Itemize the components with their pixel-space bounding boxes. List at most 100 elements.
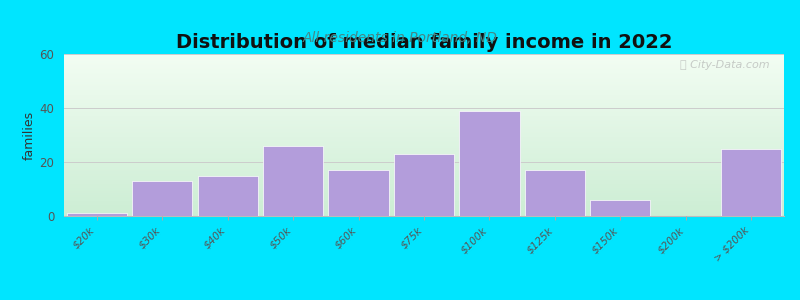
Title: Distribution of median family income in 2022: Distribution of median family income in … xyxy=(176,33,672,52)
Bar xyxy=(64,118,784,119)
Bar xyxy=(64,63,784,64)
Bar xyxy=(64,202,784,203)
Bar xyxy=(525,170,585,216)
Bar xyxy=(64,146,784,147)
Bar xyxy=(64,193,784,194)
Bar xyxy=(64,120,784,121)
Bar xyxy=(66,213,127,216)
Bar xyxy=(64,113,784,114)
Bar xyxy=(64,177,784,178)
Text: All residents in Portland, ND: All residents in Portland, ND xyxy=(302,32,498,46)
Bar xyxy=(64,201,784,202)
Bar xyxy=(64,212,784,213)
Bar xyxy=(64,67,784,68)
Bar xyxy=(64,133,784,134)
Bar xyxy=(64,111,784,112)
Bar xyxy=(64,165,784,166)
Bar xyxy=(721,148,782,216)
Bar xyxy=(64,77,784,78)
Bar xyxy=(64,122,784,123)
Bar xyxy=(64,83,784,84)
Bar xyxy=(64,61,784,62)
Bar xyxy=(64,81,784,82)
Bar xyxy=(64,182,784,183)
Bar xyxy=(64,156,784,157)
Bar xyxy=(64,215,784,216)
Bar xyxy=(132,181,192,216)
Bar xyxy=(64,151,784,152)
Bar xyxy=(263,146,323,216)
Bar xyxy=(64,155,784,156)
Bar xyxy=(394,154,454,216)
Bar xyxy=(64,145,784,146)
Bar xyxy=(64,144,784,145)
Bar xyxy=(64,128,784,129)
Bar xyxy=(64,72,784,73)
Bar xyxy=(64,211,784,212)
Bar xyxy=(64,114,784,115)
Bar xyxy=(64,129,784,130)
Bar xyxy=(64,73,784,74)
Bar xyxy=(64,200,784,201)
Bar xyxy=(64,160,784,161)
Bar xyxy=(64,90,784,91)
Bar xyxy=(64,167,784,168)
Bar xyxy=(64,174,784,175)
Bar xyxy=(329,170,389,216)
Bar xyxy=(64,131,784,132)
Bar xyxy=(64,191,784,192)
Bar xyxy=(64,58,784,59)
Bar xyxy=(64,190,784,191)
Bar xyxy=(64,127,784,128)
Bar xyxy=(64,69,784,70)
Bar xyxy=(64,87,784,88)
Bar xyxy=(64,59,784,60)
Bar xyxy=(64,96,784,97)
Bar xyxy=(64,205,784,206)
Bar xyxy=(64,214,784,215)
Bar xyxy=(64,138,784,139)
Bar xyxy=(64,98,784,99)
Bar xyxy=(64,204,784,205)
Bar xyxy=(64,79,784,80)
Bar xyxy=(64,199,784,200)
Bar xyxy=(64,143,784,144)
Bar xyxy=(64,93,784,94)
Bar xyxy=(64,162,784,163)
Bar xyxy=(64,172,784,173)
Bar xyxy=(64,94,784,95)
Bar xyxy=(64,56,784,57)
Bar xyxy=(64,140,784,141)
Bar xyxy=(64,203,784,204)
Bar xyxy=(64,180,784,181)
Bar xyxy=(64,70,784,71)
Bar xyxy=(64,147,784,148)
Bar xyxy=(64,126,784,127)
Bar xyxy=(64,150,784,151)
Bar xyxy=(64,102,784,103)
Bar xyxy=(64,82,784,83)
Bar xyxy=(64,85,784,86)
Bar xyxy=(64,119,784,120)
Bar xyxy=(64,136,784,137)
Bar xyxy=(64,198,784,199)
Bar xyxy=(64,104,784,105)
Bar xyxy=(64,178,784,179)
Bar xyxy=(64,115,784,116)
Bar xyxy=(64,130,784,131)
Bar xyxy=(64,176,784,177)
Bar xyxy=(64,188,784,189)
Bar xyxy=(64,184,784,185)
Bar xyxy=(64,170,784,171)
Bar xyxy=(64,175,784,176)
Bar xyxy=(64,108,784,109)
Bar xyxy=(64,125,784,126)
Bar xyxy=(64,152,784,153)
Bar xyxy=(64,76,784,77)
Bar xyxy=(64,192,784,193)
Bar xyxy=(64,109,784,110)
Bar xyxy=(64,161,784,162)
Bar xyxy=(64,196,784,197)
Bar xyxy=(64,64,784,65)
Bar xyxy=(64,142,784,143)
